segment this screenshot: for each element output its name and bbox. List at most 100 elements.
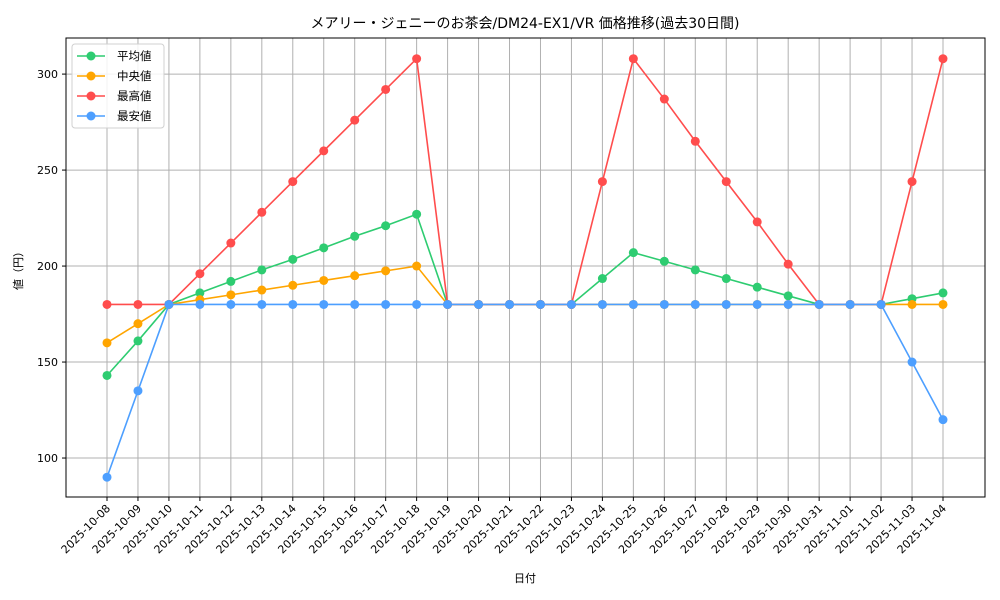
- y-tick-label: 200: [37, 260, 58, 273]
- data-point-marker: [257, 285, 267, 295]
- data-point-marker: [690, 136, 700, 146]
- x-axis: 2025-10-082025-10-092025-10-102025-10-11…: [59, 497, 949, 556]
- data-point-marker: [133, 319, 143, 329]
- legend-item: 最安値: [77, 109, 152, 123]
- data-point-marker: [659, 256, 669, 266]
- data-point-marker: [381, 221, 391, 231]
- data-point-marker: [164, 299, 174, 309]
- data-point-marker: [443, 299, 453, 309]
- data-point-marker: [319, 275, 329, 285]
- series-layer: [102, 54, 948, 482]
- legend-marker-icon: [86, 71, 96, 81]
- data-point-marker: [845, 299, 855, 309]
- series-path: [106, 303, 944, 478]
- data-point-marker: [938, 288, 948, 298]
- data-point-marker: [597, 177, 607, 187]
- data-point-marker: [907, 357, 917, 367]
- series-path: [107, 56, 944, 306]
- chart-title: メアリー・ジェニーのお茶会/DM24-EX1/VR 価格推移(過去30日間): [311, 16, 740, 32]
- legend-label: 平均値: [117, 49, 152, 63]
- data-point-marker: [628, 248, 638, 258]
- data-point-marker: [102, 338, 112, 348]
- data-point-marker: [938, 415, 948, 425]
- data-point-marker: [721, 299, 731, 309]
- data-point-marker: [535, 299, 545, 309]
- series-line: [102, 54, 948, 309]
- data-point-marker: [505, 299, 515, 309]
- data-point-marker: [102, 472, 112, 482]
- data-point-marker: [474, 299, 484, 309]
- y-axis: 100 150 200 250 300: [37, 68, 66, 465]
- legend-marker-icon: [86, 91, 96, 101]
- data-point-marker: [133, 336, 143, 346]
- data-point-marker: [288, 280, 298, 290]
- series-line: [102, 299, 948, 482]
- legend-marker-icon: [86, 111, 96, 121]
- data-point-marker: [938, 299, 948, 309]
- y-tick-label: 300: [37, 68, 58, 81]
- legend-label: 最高値: [117, 89, 152, 103]
- y-tick-label: 150: [37, 356, 58, 369]
- data-point-marker: [319, 146, 329, 156]
- data-point-marker: [876, 299, 886, 309]
- data-point-marker: [690, 299, 700, 309]
- data-point-marker: [226, 290, 236, 300]
- data-point-marker: [257, 207, 267, 217]
- data-point-marker: [102, 299, 112, 309]
- legend-marker-icon: [86, 51, 96, 61]
- data-point-marker: [288, 254, 298, 264]
- data-point-marker: [133, 299, 143, 309]
- y-tick-label: 250: [37, 164, 58, 177]
- plot-frame: [65, 37, 986, 498]
- legend-label: 最安値: [117, 109, 152, 123]
- data-point-marker: [659, 94, 669, 104]
- data-point-marker: [721, 177, 731, 187]
- data-point-marker: [412, 209, 422, 219]
- data-point-marker: [133, 386, 143, 396]
- data-point-marker: [226, 276, 236, 286]
- data-point-marker: [628, 299, 638, 309]
- x-axis-label: 日付: [514, 572, 536, 585]
- data-point-marker: [319, 299, 329, 309]
- data-point-marker: [226, 238, 236, 248]
- data-point-marker: [752, 282, 762, 292]
- legend-item: 最高値: [77, 89, 152, 103]
- data-point-marker: [721, 274, 731, 284]
- data-point-marker: [783, 299, 793, 309]
- data-point-marker: [907, 299, 917, 309]
- data-point-marker: [566, 299, 576, 309]
- data-point-marker: [350, 115, 360, 125]
- data-point-marker: [288, 299, 298, 309]
- data-point-marker: [597, 299, 607, 309]
- grid-lines: [66, 38, 985, 497]
- data-point-marker: [350, 271, 360, 281]
- data-point-marker: [226, 299, 236, 309]
- data-point-marker: [381, 299, 391, 309]
- data-point-marker: [783, 291, 793, 301]
- data-point-marker: [288, 177, 298, 187]
- data-point-marker: [381, 84, 391, 94]
- data-point-marker: [350, 231, 360, 241]
- data-point-marker: [659, 299, 669, 309]
- data-point-marker: [907, 177, 917, 187]
- data-point-marker: [257, 265, 267, 275]
- data-point-marker: [195, 269, 205, 279]
- data-point-marker: [628, 54, 638, 64]
- legend-box: [71, 43, 165, 129]
- data-point-marker: [690, 265, 700, 275]
- legend-label: 中央値: [117, 69, 152, 83]
- data-point-marker: [350, 299, 360, 309]
- data-point-marker: [752, 299, 762, 309]
- data-point-marker: [938, 54, 948, 64]
- data-point-marker: [597, 274, 607, 284]
- data-point-marker: [752, 217, 762, 227]
- data-point-marker: [814, 299, 824, 309]
- data-point-marker: [257, 299, 267, 309]
- data-point-marker: [412, 299, 422, 309]
- legend-item: 中央値: [77, 69, 152, 83]
- y-tick-label: 100: [37, 452, 58, 465]
- data-point-marker: [102, 370, 112, 380]
